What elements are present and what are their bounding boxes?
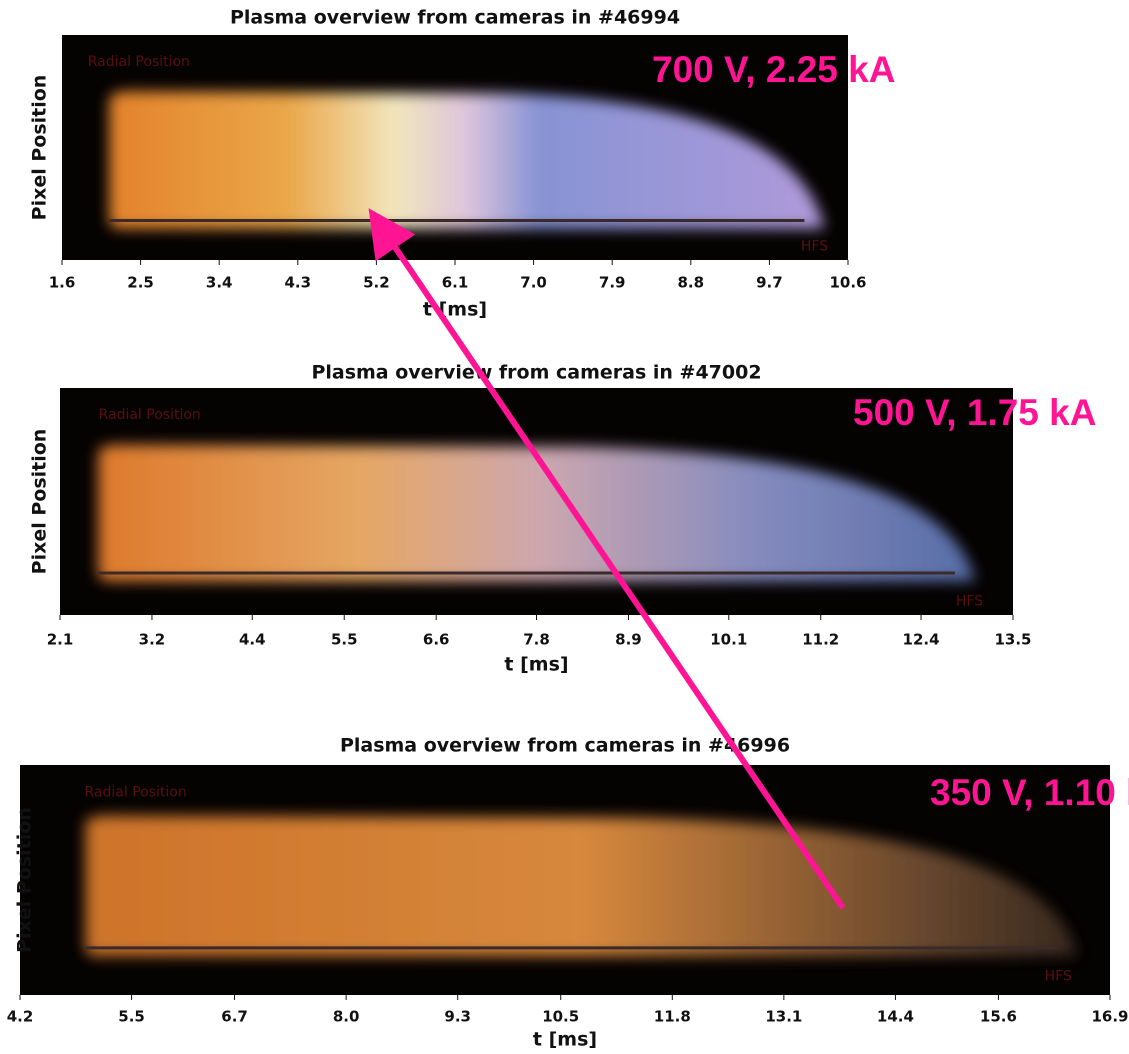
y-axis-label: Pixel Position (29, 429, 51, 575)
x-axis-label: t [ms] (504, 654, 568, 676)
panel: Radial Position HFS Plasma overview from c… (29, 362, 1097, 676)
x-axis-label: t [ms] (533, 1029, 597, 1051)
x-tick-label: 6.6 (423, 631, 450, 649)
image-label: Radial Position (88, 54, 190, 70)
x-tick-label: 2.1 (47, 631, 74, 649)
annotation: 350 V, 1.10 kA (930, 772, 1129, 813)
x-tick-label: 16.9 (1091, 1008, 1128, 1026)
panel: Radial Position HFS Plasma overview from c… (7, 735, 1129, 1051)
x-tick-label: 7.0 (520, 274, 547, 292)
x-tick-label: 4.2 (7, 1008, 34, 1026)
arrow (368, 208, 846, 910)
x-tick-label: 9.3 (444, 1008, 471, 1026)
x-tick-label: 11.2 (802, 631, 839, 649)
panel-title: Plasma overview from cameras in #46996 (340, 735, 790, 757)
x-tick-label: 1.6 (49, 274, 76, 292)
x-tick-label: 3.2 (139, 631, 166, 649)
panel: Radial Position HFS Plasma overview from c… (29, 7, 896, 321)
annotation: 500 V, 1.75 kA (853, 392, 1096, 433)
image-label: HFS (1045, 969, 1072, 985)
image-label: HFS (956, 593, 983, 609)
panel-title: Plasma overview from cameras in #47002 (311, 362, 761, 384)
y-axis-label: Pixel Position (29, 75, 51, 221)
annotation: 700 V, 2.25 kA (652, 49, 895, 90)
x-tick-label: 4.4 (239, 631, 266, 649)
x-tick-label: 5.2 (363, 274, 390, 292)
image-label: Radial Position (85, 785, 187, 801)
x-tick-label: 10.1 (710, 631, 747, 649)
x-tick-label: 13.5 (994, 631, 1031, 649)
x-tick-label: 15.6 (980, 1008, 1017, 1026)
x-tick-label: 6.7 (221, 1008, 248, 1026)
x-tick-label: 2.5 (127, 274, 154, 292)
x-tick-label: 10.6 (829, 274, 866, 292)
x-tick-label: 7.9 (599, 274, 626, 292)
x-tick-label: 12.4 (903, 631, 940, 649)
x-tick-label: 10.5 (542, 1008, 579, 1026)
x-tick-label: 14.4 (877, 1008, 914, 1026)
x-tick-label: 5.5 (118, 1008, 145, 1026)
x-tick-label: 5.5 (331, 631, 358, 649)
y-axis-label: Pixel Position (14, 807, 36, 953)
plasma-glow (85, 815, 1078, 956)
x-tick-label: 4.3 (285, 274, 312, 292)
x-tick-label: 9.7 (756, 274, 783, 292)
image-label: HFS (801, 239, 828, 255)
panels: Radial Position HFS Plasma overview from c… (7, 7, 1129, 1051)
panel-title: Plasma overview from cameras in #46994 (230, 7, 680, 29)
x-tick-label: 13.1 (765, 1008, 802, 1026)
plasma-glow (109, 91, 825, 229)
x-tick-label: 8.8 (678, 274, 705, 292)
x-tick-label: 3.4 (206, 274, 233, 292)
x-tick-label: 8.0 (333, 1008, 360, 1026)
plasma-glow (98, 444, 975, 581)
x-tick-label: 8.9 (615, 631, 642, 649)
image-label: Radial Position (99, 407, 201, 423)
x-tick-label: 11.8 (654, 1008, 691, 1026)
x-tick-label: 7.8 (523, 631, 550, 649)
x-tick-label: 6.1 (442, 274, 469, 292)
